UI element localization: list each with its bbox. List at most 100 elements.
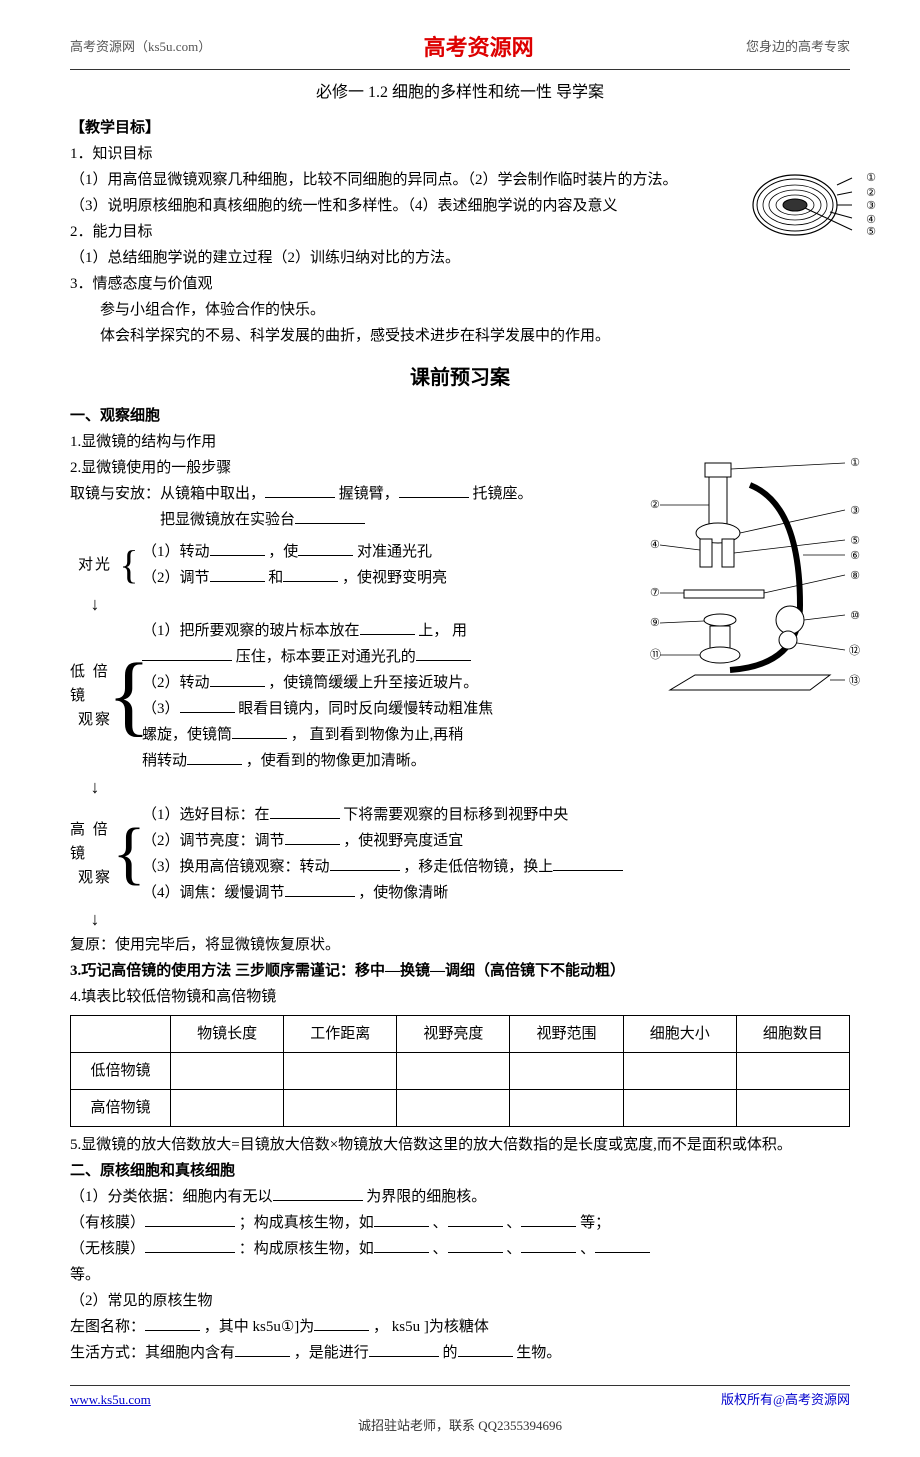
obj-emotion-2: 体会科学探究的不易、科学发展的曲折，感受技术进步在科学发展中的作用。 <box>70 324 850 348</box>
step-high-body: （1）选好目标：在 下将需要观察的目标移到视野中央 （2）调节亮度：调节 ，使视… <box>138 801 850 907</box>
th <box>71 1015 171 1052</box>
tbl-hd: 4.填表比较低倍物镜和高倍物镜 <box>70 985 850 1009</box>
blank <box>265 483 335 498</box>
low-l3a: （3） 眼看目镜内，同时反向缓慢转动粗准焦 <box>142 697 558 721</box>
td <box>736 1089 849 1126</box>
high-l2: （2）调节亮度：调节 ，使视野亮度适宜 <box>142 829 850 853</box>
t: 、 <box>506 1241 521 1257</box>
high-l1: （1）选好目标：在 下将需要观察的目标移到视野中央 <box>142 803 850 827</box>
sec2-l4: （2）常见的原核生物 <box>70 1289 850 1313</box>
header-right: 您身边的高考专家 <box>746 37 850 58</box>
p3-a: 取镜与安放：从镜箱中取出， <box>70 486 265 502</box>
blank <box>521 1212 576 1227</box>
obj-emotion-hd: 3．情感态度与价值观 <box>70 272 850 296</box>
blank <box>369 1342 439 1357</box>
sec2-l3f: 等。 <box>70 1263 850 1287</box>
t: （2）调节亮度：调节 <box>142 833 285 849</box>
t: （1）把所要观察的玻片标本放在 <box>142 623 360 639</box>
header-center-logo: 高考资源网 <box>424 30 534 65</box>
blank <box>553 856 623 871</box>
sec2-l3: （无核膜） ：构成原核生物，如 、 、 、 <box>70 1237 850 1261</box>
sec1-p1: 1.显微镜的结构与作用 <box>70 430 850 454</box>
table-row: 物镜长度 工作距离 视野亮度 视野范围 细胞大小 细胞数目 <box>71 1015 850 1052</box>
td <box>510 1052 623 1089</box>
sec1-p4: 把显微镜放在实验台 <box>160 512 295 528</box>
obj-ability-hd: 2．能力目标 <box>70 220 850 244</box>
t: ，移走低倍物镜，换上 <box>403 859 553 875</box>
th: 物镜长度 <box>171 1015 284 1052</box>
scope-lbl-3: ③ <box>850 503 860 521</box>
td <box>171 1089 284 1126</box>
arrow-down-icon: ↓ <box>70 594 120 616</box>
t: ， ks5u ]为核糖体 <box>373 1319 489 1335</box>
t: 的 <box>443 1345 458 1361</box>
p3-c: 托镜座。 <box>473 486 533 502</box>
th: 视野范围 <box>510 1015 623 1052</box>
t: （无核膜） <box>70 1241 145 1257</box>
obj-knowledge-hd: 1．知识目标 <box>70 142 850 166</box>
blank <box>521 1238 576 1253</box>
blank <box>142 646 232 661</box>
footer-link[interactable]: www.ks5u.com <box>70 1390 151 1411</box>
scope-lbl-10: ⑩ <box>850 608 860 626</box>
blank <box>458 1342 513 1357</box>
blank <box>145 1316 200 1331</box>
preview-subtitle: 课前预习案 <box>70 362 850 394</box>
table-row: 低倍物镜 <box>71 1052 850 1089</box>
t: （1）分类依据：细胞内有无以 <box>70 1189 273 1205</box>
t: ，使镜筒缓缓上升至接近玻片。 <box>268 675 478 691</box>
td <box>284 1052 397 1089</box>
table-row: 高倍物镜 <box>71 1089 850 1126</box>
td <box>284 1089 397 1126</box>
t: 稍转动 <box>142 753 187 769</box>
blank <box>295 509 365 524</box>
t: 观察 <box>78 866 112 890</box>
high-l3: （3）换用高倍镜观察：转动 ，移走低倍物镜，换上 <box>142 855 850 879</box>
sec2-l5: 左图名称： ，其中 ks5u①]为 ， ks5u ]为核糖体 <box>70 1315 850 1339</box>
scope-lbl-12: ⑫ <box>849 643 860 661</box>
th: 工作距离 <box>284 1015 397 1052</box>
blank <box>360 620 415 635</box>
header-left: 高考资源网（ks5u.com） <box>70 37 211 58</box>
t: （1）转动 <box>142 544 210 560</box>
t: ，使物像清晰 <box>358 885 448 901</box>
page: 高考资源网（ks5u.com） 高考资源网 您身边的高考专家 必修一 1.2 细… <box>0 0 920 1457</box>
th: 细胞数目 <box>736 1015 849 1052</box>
t: （1）选好目标：在 <box>142 807 270 823</box>
t: 生物。 <box>516 1345 561 1361</box>
steps-block: 对光 { （1）转动 ，使 对准通光孔 （2）调节 和 ，使视野变明亮 ↓ 低 … <box>70 538 850 931</box>
brace-icon: { <box>120 801 138 907</box>
t: ，使视野亮度适宜 <box>343 833 463 849</box>
blank <box>210 672 265 687</box>
low-l3c: 螺旋，使镜筒 ， 直到看到物像为止,再稍 <box>142 723 558 747</box>
page-header: 高考资源网（ks5u.com） 高考资源网 您身边的高考专家 <box>70 30 850 70</box>
t: 、 <box>433 1241 448 1257</box>
obj-knowledge-2: （3）说明原核细胞和真核细胞的统一性和多样性。（4）表述细胞学说的内容及意义 <box>70 194 850 218</box>
td <box>397 1089 510 1126</box>
t: ，使视野变明亮 <box>342 570 447 586</box>
step-low: 低 倍 镜 观察 { （1）把所要观察的玻片标本放在 上， 用 压住，标本要正对… <box>70 617 850 775</box>
t: 和 <box>268 570 283 586</box>
footer-copyright: 版权所有@高考资源网 <box>721 1390 850 1411</box>
blank <box>374 1238 429 1253</box>
blank <box>374 1212 429 1227</box>
blank <box>283 567 338 582</box>
t: （3）换用高倍镜观察：转动 <box>142 859 330 875</box>
td <box>510 1089 623 1126</box>
t: ；构成真核生物，如 <box>239 1215 374 1231</box>
t: 对准通光孔 <box>357 544 432 560</box>
restore: 复原：使用完毕后，将显微镜恢复原状。 <box>70 933 850 957</box>
magnification: 5.显微镜的放大倍数放大=目镜放大倍数×物镜放大倍数这里的放大倍数指的是长度或宽… <box>70 1133 850 1157</box>
td <box>623 1052 736 1089</box>
low-l1b: 压住，标本要正对通光孔的 <box>142 645 558 669</box>
scope-lbl-2: ② <box>650 497 660 515</box>
th: 视野亮度 <box>397 1015 510 1052</box>
blank <box>232 724 287 739</box>
t: ：构成原核生物，如 <box>239 1241 374 1257</box>
t: 为界限的细胞核。 <box>366 1189 486 1205</box>
cell-label-5: ⑤ <box>866 224 876 242</box>
t: ，使看到的物像更加清晰。 <box>246 753 426 769</box>
blank <box>416 646 471 661</box>
low-l1: （1）把所要观察的玻片标本放在 上， 用 <box>142 619 558 643</box>
low-l3e: 稍转动 ，使看到的物像更加清晰。 <box>142 749 558 773</box>
